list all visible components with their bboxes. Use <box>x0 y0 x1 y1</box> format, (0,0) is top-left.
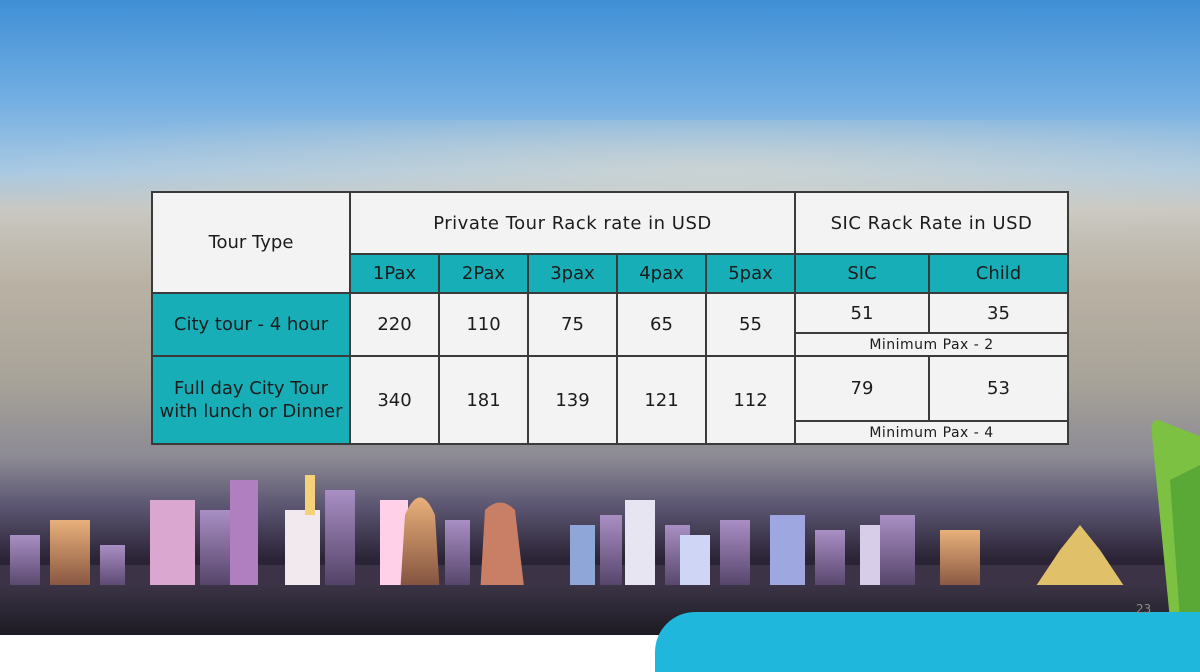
tour-name-cell: Full day City Tour with lunch or Dinner <box>151 355 351 445</box>
table-subheader-row: 1Pax 2Pax 3pax 4pax 5pax SIC Child <box>152 253 1069 294</box>
green-decorative-shape <box>1151 420 1200 620</box>
price-cell: 139 <box>527 355 618 445</box>
price-cell: 121 <box>616 355 707 445</box>
city-skyline-illustration <box>0 475 1200 600</box>
table-row: Full day City Tour with lunch or Dinner … <box>151 355 1069 445</box>
pax-header: 3pax <box>527 253 618 294</box>
price-cell: 220 <box>349 292 440 357</box>
pax-header: 5pax <box>705 253 796 294</box>
tour-type-header: Tour Type <box>151 191 351 294</box>
child-price-cell: 35 <box>928 292 1069 334</box>
minimum-pax-note: Minimum Pax - 4 <box>794 420 1069 445</box>
price-cell: 112 <box>705 355 796 445</box>
price-cell: 65 <box>616 292 707 357</box>
table-row-note: Minimum Pax - 2 <box>152 332 1069 357</box>
price-cell: 340 <box>349 355 440 445</box>
sic-price-cell: 51 <box>794 292 930 334</box>
price-cell: 55 <box>705 292 796 357</box>
child-price-cell: 53 <box>928 355 1069 422</box>
private-rate-header: Private Tour Rack rate in USD <box>349 191 796 255</box>
sic-rate-header: SIC Rack Rate in USD <box>794 191 1069 255</box>
table-row: City tour - 4 hour 220 110 75 65 55 51 3… <box>151 292 1069 357</box>
table-header-row: Tour Type Private Tour Rack rate in USD … <box>151 191 1069 294</box>
page-number: 23 <box>1136 602 1152 616</box>
minimum-pax-note: Minimum Pax - 2 <box>794 332 1069 357</box>
price-cell: 75 <box>527 292 618 357</box>
child-sub-header: Child <box>928 253 1069 294</box>
cyan-decorative-shape <box>655 612 1200 672</box>
price-cell: 181 <box>438 355 529 445</box>
tour-name-cell: City tour - 4 hour <box>151 292 351 357</box>
pax-header: 2Pax <box>438 253 529 294</box>
pax-header: 4pax <box>616 253 707 294</box>
table-row-note: Minimum Pax - 4 <box>152 420 1069 445</box>
pax-header: 1Pax <box>349 253 440 294</box>
tour-rates-table: Tour Type Private Tour Rack rate in USD … <box>151 191 1069 445</box>
price-cell: 110 <box>438 292 529 357</box>
sic-sub-header: SIC <box>794 253 930 294</box>
sic-price-cell: 79 <box>794 355 930 422</box>
